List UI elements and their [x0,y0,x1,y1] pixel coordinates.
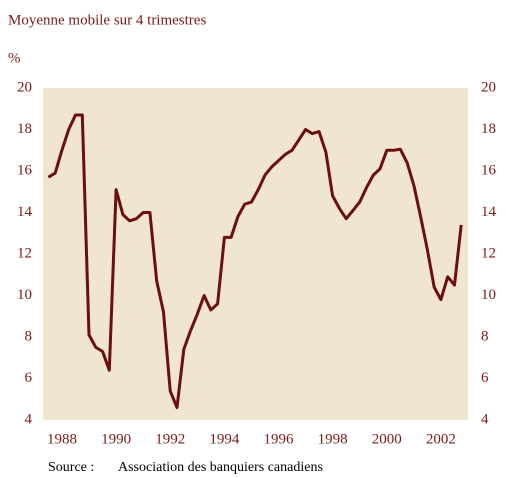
y-tick-label: 10 [17,287,32,303]
x-tick-label: 1996 [264,431,295,447]
x-tick-label: 1990 [101,431,131,447]
line [47,113,463,410]
y-tick-label-right: 10 [481,287,496,303]
y-tick-label-right: 20 [481,79,496,95]
y-tick-label: 20 [17,79,32,95]
y-tick-label: 18 [17,121,32,137]
y-tick-label: 16 [17,162,33,178]
plot-area [43,88,468,420]
y-tick-label-right: 6 [481,370,489,386]
x-tick-label: 1992 [155,431,185,447]
x-tick-label: 2000 [372,431,402,447]
x-tick-label: 1994 [209,431,240,447]
y-tick-label-right: 12 [481,245,496,261]
y-tick-label-right: 4 [481,411,489,427]
source-label: Source : [48,460,94,475]
y-tick-label: 6 [25,370,33,386]
x-tick-label: 1998 [318,431,348,447]
chart-title: Moyenne mobile sur 4 trimestres [8,12,206,28]
y-tick-label-right: 16 [481,162,497,178]
y-tick-label-right: 8 [481,328,489,344]
y-axis-label: % [8,50,21,66]
y-tick-label-right: 18 [481,121,496,137]
y-tick-label-right: 14 [481,204,497,220]
x-tick-label: 2002 [426,431,456,447]
y-tick-label: 12 [17,245,32,261]
source: Association des banquiers canadiens [118,460,323,475]
y-tick-label: 8 [25,328,33,344]
y-tick-label: 14 [17,204,33,220]
x-tick-label: 1988 [47,431,77,447]
y-tick-label: 4 [25,411,33,427]
